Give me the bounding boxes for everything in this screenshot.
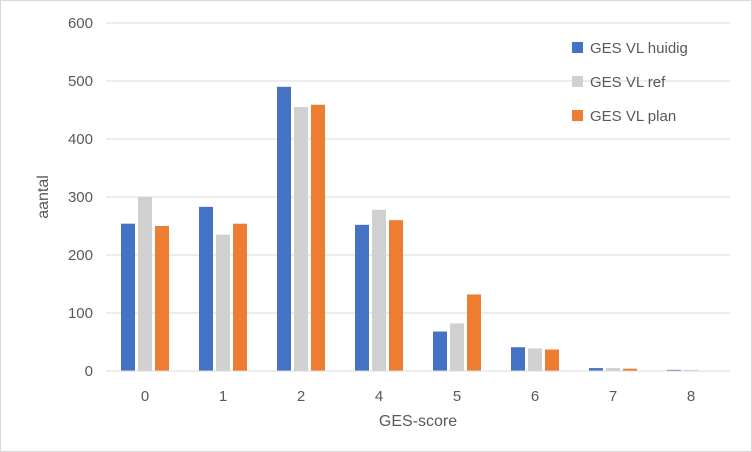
- bar-series-1-cat-0: [138, 197, 152, 371]
- y-axis-title: aantal: [35, 175, 52, 219]
- bar-series-0-cat-2: [277, 86, 291, 372]
- legend: GES VL huidig GES VL ref GES VL plan: [572, 40, 688, 125]
- bar-series-2-cat-2: [311, 104, 325, 371]
- bar-series-1-cat-1: [216, 234, 230, 371]
- y-axis-tick-labels: 0 100 200 300 400 500 600: [68, 15, 93, 380]
- bar-series-1-cat-6: [528, 348, 542, 371]
- bar-series-0-cat-4: [355, 224, 369, 371]
- bar-series-0-cat-8: [667, 369, 681, 371]
- bar-series-0-cat-1: [199, 206, 213, 371]
- legend-label: GES VL ref: [590, 74, 666, 91]
- bar-series-2-cat-1: [233, 223, 247, 371]
- y-tick-label: 400: [68, 131, 93, 148]
- bar-series-0-cat-6: [511, 347, 525, 371]
- legend-label: GES VL huidig: [590, 40, 688, 57]
- bar-series-2-cat-4: [389, 220, 403, 371]
- y-tick-label: 600: [68, 15, 93, 32]
- bar-series-1-cat-7: [606, 368, 620, 371]
- bar-series-1-cat-2: [294, 107, 308, 371]
- x-tick-label: 2: [297, 388, 305, 405]
- legend-swatch: [572, 110, 583, 121]
- bar-series-1-cat-5: [450, 323, 464, 371]
- bar-series-2-cat-7: [623, 368, 637, 371]
- y-tick-label: 100: [68, 305, 93, 322]
- y-tick-label: 300: [68, 189, 93, 206]
- x-axis-title: GES-score: [379, 413, 457, 430]
- x-tick-label: 0: [141, 388, 149, 405]
- bar-series-2-cat-5: [467, 294, 481, 371]
- legend-label: GES VL plan: [590, 108, 676, 125]
- bar-series-0-cat-0: [121, 223, 135, 371]
- bar-series-0-cat-5: [433, 331, 447, 371]
- x-tick-label: 4: [375, 388, 383, 405]
- y-tick-label: 500: [68, 73, 93, 90]
- x-tick-label: 8: [687, 388, 695, 405]
- x-tick-label: 6: [531, 388, 539, 405]
- x-axis-tick-labels: 0 1 2 4 5 6 7 8: [141, 388, 695, 405]
- bar-series-1-cat-8: [684, 369, 698, 371]
- bar-series-2-cat-6: [545, 349, 559, 371]
- x-tick-label: 5: [453, 388, 461, 405]
- legend-swatch: [572, 76, 583, 87]
- x-tick-label: 1: [219, 388, 227, 405]
- bars: [121, 86, 698, 372]
- bar-series-0-cat-7: [589, 368, 603, 371]
- bar-series-1-cat-4: [372, 209, 386, 371]
- legend-swatch: [572, 42, 583, 53]
- y-tick-label: 200: [68, 247, 93, 264]
- bar-series-2-cat-0: [155, 226, 169, 371]
- x-tick-label: 7: [609, 388, 617, 405]
- y-tick-label: 0: [85, 363, 93, 380]
